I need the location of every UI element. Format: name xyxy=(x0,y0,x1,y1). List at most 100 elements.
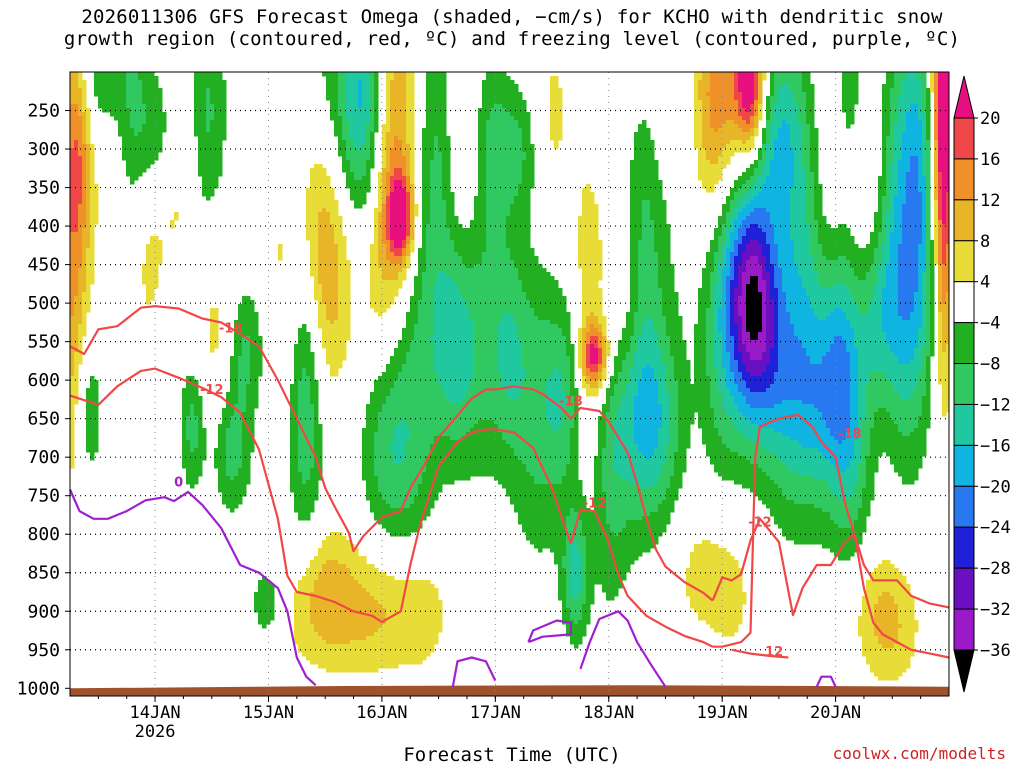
omega-cell xyxy=(402,404,407,409)
omega-cell xyxy=(418,420,423,425)
omega-cell xyxy=(386,580,391,585)
omega-cell xyxy=(346,284,351,289)
omega-cell xyxy=(250,420,255,425)
omega-cell xyxy=(426,376,431,381)
omega-cell xyxy=(82,276,87,281)
omega-cell xyxy=(390,612,395,617)
omega-cell xyxy=(158,132,163,137)
omega-cell xyxy=(134,160,139,165)
omega-cell xyxy=(342,596,347,601)
omega-cell xyxy=(418,636,423,641)
omega-cell xyxy=(374,284,379,289)
omega-cell xyxy=(386,296,391,301)
omega-cell xyxy=(322,332,327,337)
omega-cell xyxy=(146,152,151,157)
omega-cell xyxy=(254,324,259,329)
omega-cell xyxy=(298,460,303,465)
omega-cell xyxy=(386,104,391,109)
omega-cell xyxy=(298,580,303,585)
omega-cell xyxy=(302,504,307,509)
omega-cell xyxy=(346,320,351,325)
omega-cell xyxy=(422,628,427,633)
omega-cell xyxy=(238,400,243,405)
omega-cell xyxy=(422,148,427,153)
omega-cell xyxy=(418,580,423,585)
omega-cell xyxy=(126,132,131,137)
omega-cell xyxy=(382,432,387,437)
omega-cell xyxy=(222,440,227,445)
omega-cell xyxy=(342,588,347,593)
omega-cell xyxy=(298,388,303,393)
omega-cell xyxy=(138,112,143,117)
omega-cell xyxy=(258,352,263,357)
omega-cell xyxy=(370,100,375,105)
omega-cell xyxy=(342,320,347,325)
omega-cell xyxy=(430,100,435,105)
omega-cell xyxy=(370,652,375,657)
omega-cell xyxy=(430,340,435,345)
omega-cell xyxy=(426,324,431,329)
omega-cell xyxy=(210,172,215,177)
omega-cell xyxy=(86,120,91,125)
omega-cell xyxy=(382,580,387,585)
omega-cell xyxy=(198,160,203,165)
omega-cell xyxy=(106,108,111,113)
omega-cell xyxy=(218,424,223,429)
omega-cell xyxy=(214,160,219,165)
omega-cell xyxy=(202,184,207,189)
omega-cell xyxy=(402,448,407,453)
omega-cell xyxy=(358,628,363,633)
omega-cell xyxy=(398,168,403,173)
omega-cell xyxy=(90,252,95,257)
omega-cell xyxy=(418,660,423,665)
omega-cell xyxy=(398,524,403,529)
omega-cell xyxy=(386,168,391,173)
omega-cell xyxy=(242,352,247,357)
omega-cell xyxy=(74,300,79,305)
omega-cell xyxy=(146,156,151,161)
omega-cell xyxy=(242,296,247,301)
omega-cell xyxy=(318,264,323,269)
omega-cell xyxy=(314,284,319,289)
omega-cell xyxy=(306,416,311,421)
omega-cell xyxy=(406,196,411,201)
omega-cell xyxy=(302,496,307,501)
omega-cell xyxy=(210,332,215,337)
omega-cell xyxy=(394,412,399,417)
omega-cell xyxy=(314,384,319,389)
omega-cell xyxy=(338,304,343,309)
omega-cell xyxy=(334,280,339,285)
omega-cell xyxy=(314,612,319,617)
omega-cell xyxy=(82,132,87,137)
omega-cell xyxy=(326,340,331,345)
omega-cell xyxy=(254,364,259,369)
omega-cell xyxy=(110,84,115,89)
omega-cell xyxy=(338,608,343,613)
omega-cell xyxy=(334,132,339,137)
omega-cell xyxy=(386,372,391,377)
omega-cell xyxy=(406,112,411,117)
omega-cell xyxy=(198,444,203,449)
omega-cell xyxy=(138,128,143,133)
omega-cell xyxy=(314,256,319,261)
omega-cell xyxy=(310,272,315,277)
omega-cell xyxy=(366,444,371,449)
omega-cell xyxy=(306,648,311,653)
omega-cell xyxy=(362,436,367,441)
omega-cell xyxy=(90,160,95,165)
omega-cell xyxy=(422,484,427,489)
omega-cell xyxy=(402,168,407,173)
omega-cell xyxy=(214,332,219,337)
omega-cell xyxy=(246,456,251,461)
omega-cell xyxy=(422,584,427,589)
omega-cell xyxy=(134,140,139,145)
omega-cell xyxy=(398,436,403,441)
omega-cell xyxy=(350,144,355,149)
omega-cell xyxy=(410,188,415,193)
omega-cell xyxy=(270,592,275,597)
omega-cell xyxy=(218,444,223,449)
omega-cell xyxy=(78,300,83,305)
omega-cell xyxy=(394,264,399,269)
omega-cell xyxy=(354,144,359,149)
omega-cell xyxy=(330,544,335,549)
